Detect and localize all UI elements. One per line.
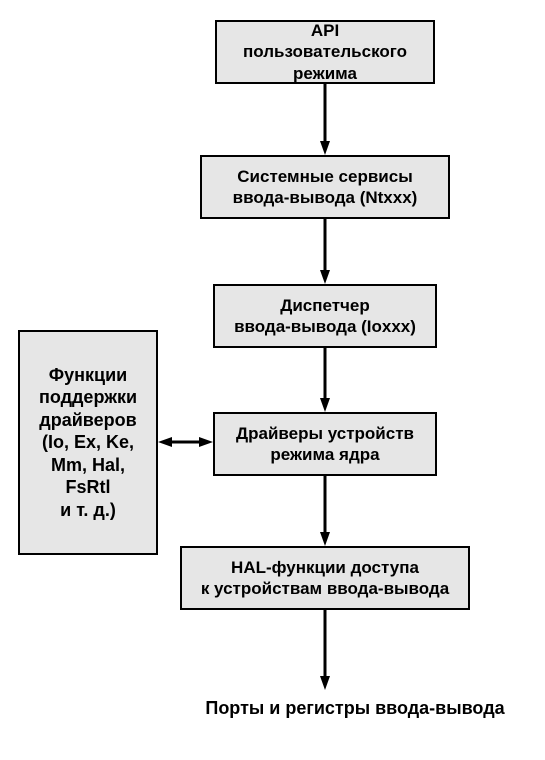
ports-registers-label: Порты и регистры ввода-вывода bbox=[175, 698, 535, 719]
node-driver-support-functions-label: Функцииподдержкидрайверов(Io, Ex, Ke,Mm,… bbox=[39, 364, 137, 522]
node-api: API пользовательскогорежима bbox=[215, 20, 435, 84]
node-driver-support-functions: Функцииподдержкидрайверов(Io, Ex, Ke,Mm,… bbox=[18, 330, 158, 555]
node-io-manager: Диспетчерввода-вывода (Ioxxx) bbox=[213, 284, 437, 348]
node-api-label: API пользовательскогорежима bbox=[227, 20, 423, 84]
node-hal-functions-label: HAL-функции доступак устройствам ввода-в… bbox=[201, 557, 449, 600]
node-device-drivers: Драйверы устройстврежима ядра bbox=[213, 412, 437, 476]
node-io-manager-label: Диспетчерввода-вывода (Ioxxx) bbox=[234, 295, 416, 338]
node-device-drivers-label: Драйверы устройстврежима ядра bbox=[236, 423, 414, 466]
node-system-services-label: Системные сервисыввода-вывода (Ntxxx) bbox=[233, 166, 418, 209]
node-system-services: Системные сервисыввода-вывода (Ntxxx) bbox=[200, 155, 450, 219]
node-hal-functions: HAL-функции доступак устройствам ввода-в… bbox=[180, 546, 470, 610]
diagram-canvas: API пользовательскогорежима Системные се… bbox=[0, 0, 545, 760]
ports-registers-text: Порты и регистры ввода-вывода bbox=[205, 698, 504, 718]
